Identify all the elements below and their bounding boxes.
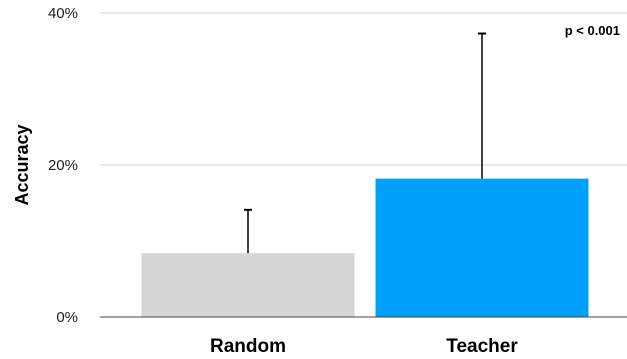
y-tick-label: 0% — [56, 309, 78, 326]
bar-random — [141, 253, 355, 317]
significance-annotation: p < 0.001 — [565, 23, 620, 38]
y-tick-label: 40% — [48, 5, 78, 22]
category-label-teacher: Teacher — [446, 336, 518, 357]
category-label-random: Random — [210, 336, 286, 357]
bar-teacher — [375, 178, 589, 317]
y-axis-title: Accuracy — [12, 124, 32, 205]
y-tick-labels: 0% 20% 40% — [48, 5, 78, 326]
category-labels: Random Teacher — [210, 336, 518, 357]
gridlines — [100, 12, 627, 166]
bars — [141, 178, 589, 317]
y-tick-label: 20% — [48, 157, 78, 174]
error-bars — [244, 32, 486, 254]
